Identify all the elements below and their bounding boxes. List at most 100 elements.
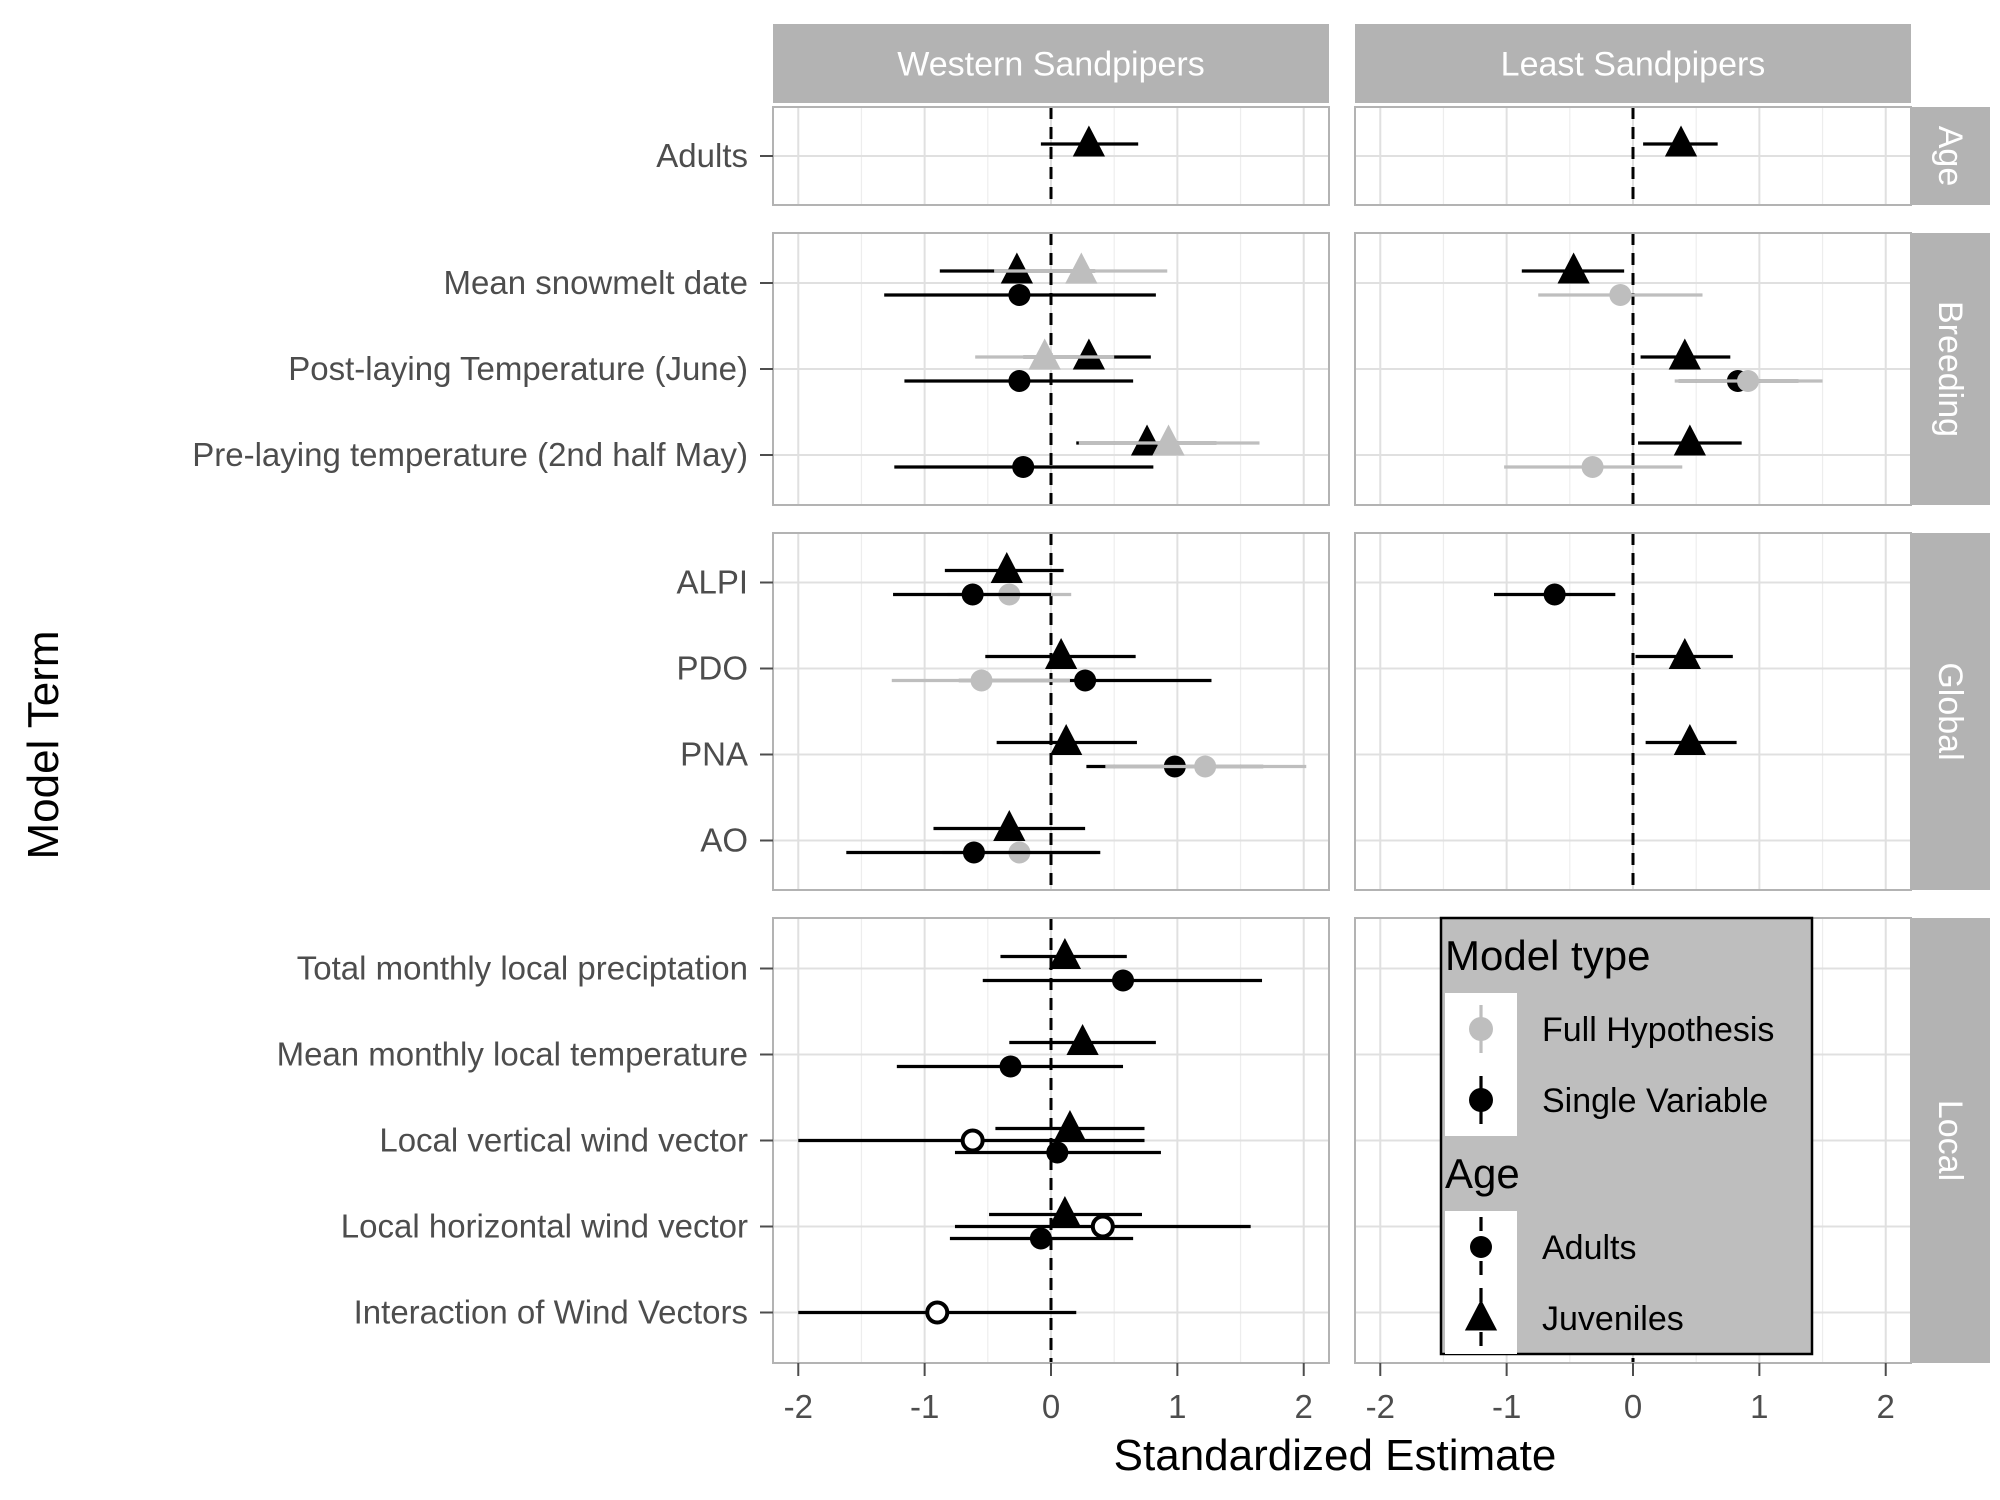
strips-layer: Age Breeding Global Local Western Sandpipers… xyxy=(773,24,1990,1363)
point-circle xyxy=(1581,456,1604,478)
y-tick-label-total-monthly-local-preciptation: Total monthly local preciptation xyxy=(297,950,748,987)
estimate-least-sandpipers-pdo-single-juvenile xyxy=(1635,637,1733,670)
point-triangle xyxy=(1048,937,1082,970)
estimate-western-sandpipers-interaction-of-wind-vectors-single-adult-open xyxy=(798,1300,1077,1325)
row-strip-local xyxy=(1912,918,1990,1363)
estimate-western-sandpipers-mean-monthly-local-temperature-single-juvenile xyxy=(1009,1023,1156,1056)
point-triangle xyxy=(1066,1023,1099,1056)
point-triangle xyxy=(1028,338,1061,370)
point-triangle xyxy=(1152,424,1185,456)
row-strip-label-age: Age xyxy=(1931,126,1969,187)
axes-layer: Adults Mean snowmelt date Post-laying Temp… xyxy=(192,137,1895,1425)
estimate-western-sandpipers-local-horizontal-wind-vector-single-adult xyxy=(949,1227,1134,1250)
estimate-western-sandpipers-pna-full-adult xyxy=(1105,755,1307,778)
estimate-western-sandpipers-mean-snowmelt-date-full-juvenile xyxy=(994,252,1168,284)
point-circle xyxy=(1008,284,1031,306)
x-tick-label: -2 xyxy=(784,1388,813,1425)
estimate-least-sandpipers-alpi-single-adult xyxy=(1494,583,1616,606)
point-open-circle xyxy=(1090,1214,1115,1239)
legend-title-age: Age xyxy=(1445,1150,1520,1197)
y-tick-label-mean-monthly-local-temperature: Mean monthly local temperature xyxy=(277,1036,748,1073)
y-tick-label-pdo: PDO xyxy=(676,650,748,687)
estimate-western-sandpipers-alpi-single-adult xyxy=(893,583,1051,606)
x-tick-label: 2 xyxy=(1877,1388,1895,1425)
x-tick-label: 0 xyxy=(1042,1388,1060,1425)
panel-border xyxy=(1354,532,1912,891)
estimate-western-sandpipers-post-laying-temperature-june-full-juvenile xyxy=(975,338,1115,370)
estimate-western-sandpipers-mean-monthly-local-temperature-single-adult xyxy=(896,1055,1124,1078)
point-circle xyxy=(1736,370,1759,392)
point-triangle xyxy=(1668,637,1701,670)
y-tick-label-local-vertical-wind-vector: Local vertical wind vector xyxy=(379,1122,748,1159)
point-triangle xyxy=(1000,252,1034,284)
point-triangle xyxy=(1664,125,1698,157)
estimate-least-sandpipers-pre-laying-temperature-2nd-half-may-single-juvenile xyxy=(1638,424,1742,456)
estimate-western-sandpipers-pdo-full-adult xyxy=(891,669,1070,692)
point-triangle xyxy=(993,809,1026,842)
estimate-western-sandpipers-total-monthly-local-preciptation-single-adult xyxy=(982,969,1263,992)
row-strip-breeding xyxy=(1912,233,1990,505)
x-tick-label: -1 xyxy=(1492,1388,1521,1425)
panel-border xyxy=(1354,106,1912,206)
point-circle xyxy=(970,669,993,692)
estimate-least-sandpipers-post-laying-temperature-june-single-juvenile xyxy=(1640,338,1731,370)
row-strip-label-local: Local xyxy=(1931,1100,1969,1181)
row-strip-age xyxy=(1912,107,1990,205)
estimate-western-sandpipers-local-vertical-wind-vector-single-adult xyxy=(954,1141,1161,1164)
point-triangle xyxy=(1072,125,1106,157)
point-circle xyxy=(1609,284,1632,306)
x-tick-label: -2 xyxy=(1366,1388,1395,1425)
estimate-least-sandpipers-pre-laying-temperature-2nd-half-may-full-adult xyxy=(1504,456,1683,478)
legend-label-single-variable: Single Variable xyxy=(1542,1082,1768,1120)
estimate-western-sandpipers-adults-single-juvenile xyxy=(1040,125,1139,157)
y-tick-label-pna: PNA xyxy=(680,736,748,773)
estimate-western-sandpipers-ao-single-juvenile xyxy=(933,809,1086,842)
x-tick-label: 0 xyxy=(1624,1388,1642,1425)
column-strip-label-least-sandpipers: Least Sandpipers xyxy=(1501,46,1766,84)
point-circle xyxy=(1074,669,1097,692)
estimate-western-sandpipers-local-horizontal-wind-vector-single-juvenile xyxy=(989,1195,1142,1228)
y-tick-label-ao: AO xyxy=(700,822,748,859)
point-circle xyxy=(1008,370,1031,392)
point-triangle xyxy=(990,551,1023,584)
point-triangle xyxy=(1044,637,1078,670)
column-strip-label-western-sandpipers: Western Sandpipers xyxy=(897,46,1204,84)
column-strip-western-sandpipers xyxy=(773,24,1329,103)
point-circle xyxy=(961,583,984,606)
point-circle xyxy=(1194,755,1217,778)
legend: Model type Full Hypothesis Single Variable… xyxy=(1439,916,1814,1356)
point-circle xyxy=(1112,969,1135,992)
estimate-western-sandpipers-alpi-single-juvenile xyxy=(944,551,1064,584)
legend-key-juveniles xyxy=(1464,1299,1498,1331)
legend-label-adults: Adults xyxy=(1542,1229,1637,1267)
point-circle xyxy=(999,1055,1022,1078)
estimate-western-sandpipers-post-laying-temperature-june-single-adult xyxy=(904,370,1134,392)
point-triangle xyxy=(1050,723,1083,756)
point-triangle xyxy=(1053,1109,1087,1142)
point-circle xyxy=(1029,1227,1052,1250)
column-strip-least-sandpipers xyxy=(1355,24,1911,103)
point-triangle xyxy=(1130,424,1164,456)
x-tick-label: 1 xyxy=(1168,1388,1186,1425)
legend-key-full-hypothesis xyxy=(1469,1017,1493,1041)
panel-border xyxy=(1354,232,1912,506)
y-tick-label-pre-laying-temperature-2nd-half-may: Pre-laying temperature (2nd half May) xyxy=(192,436,748,473)
estimate-least-sandpipers-post-laying-temperature-june-full-adult xyxy=(1674,370,1823,392)
estimate-least-sandpipers-pna-single-juvenile xyxy=(1645,723,1737,756)
legend-label-juveniles: Juveniles xyxy=(1542,1300,1684,1338)
estimate-western-sandpipers-local-vertical-wind-vector-single-adult-open xyxy=(798,1128,1145,1153)
y-tick-label-local-horizontal-wind-vector: Local horizontal wind vector xyxy=(341,1208,748,1245)
legend-title-model-type: Model type xyxy=(1445,932,1650,979)
x-tick-label: -1 xyxy=(910,1388,939,1425)
point-circle xyxy=(1543,583,1566,606)
point-open-circle xyxy=(960,1128,985,1153)
point-triangle xyxy=(1673,723,1706,756)
x-tick-label: 2 xyxy=(1295,1388,1313,1425)
x-axis-title: Standardized Estimate xyxy=(1114,1431,1557,1480)
y-tick-label-mean-snowmelt-date: Mean snowmelt date xyxy=(444,264,749,301)
estimate-western-sandpipers-mean-snowmelt-date-single-adult xyxy=(884,284,1156,306)
marks-layer xyxy=(798,125,1823,1325)
estimate-least-sandpipers-mean-snowmelt-date-single-juvenile xyxy=(1521,252,1625,284)
y-axis-title: Model Term xyxy=(19,630,68,859)
